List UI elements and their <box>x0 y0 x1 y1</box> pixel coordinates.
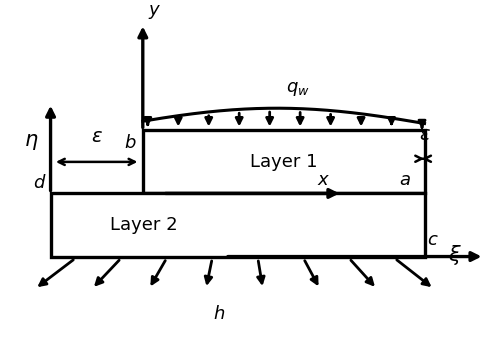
Text: Layer 2: Layer 2 <box>110 216 178 234</box>
Bar <box>143 130 424 193</box>
Text: y: y <box>149 1 160 19</box>
Text: $q_w$: $q_w$ <box>286 80 310 98</box>
Text: h: h <box>213 305 224 323</box>
Text: c: c <box>427 232 437 249</box>
Text: $\eta$: $\eta$ <box>24 132 38 152</box>
Text: $\varepsilon$: $\varepsilon$ <box>418 125 430 144</box>
Bar <box>50 193 424 257</box>
Text: d: d <box>33 174 44 192</box>
Text: $\varepsilon$: $\varepsilon$ <box>90 127 102 146</box>
Text: Layer 1: Layer 1 <box>250 153 318 171</box>
Text: $\xi$: $\xi$ <box>448 243 462 267</box>
Text: b: b <box>124 133 136 152</box>
Text: a: a <box>399 170 410 189</box>
Text: x: x <box>317 170 328 189</box>
